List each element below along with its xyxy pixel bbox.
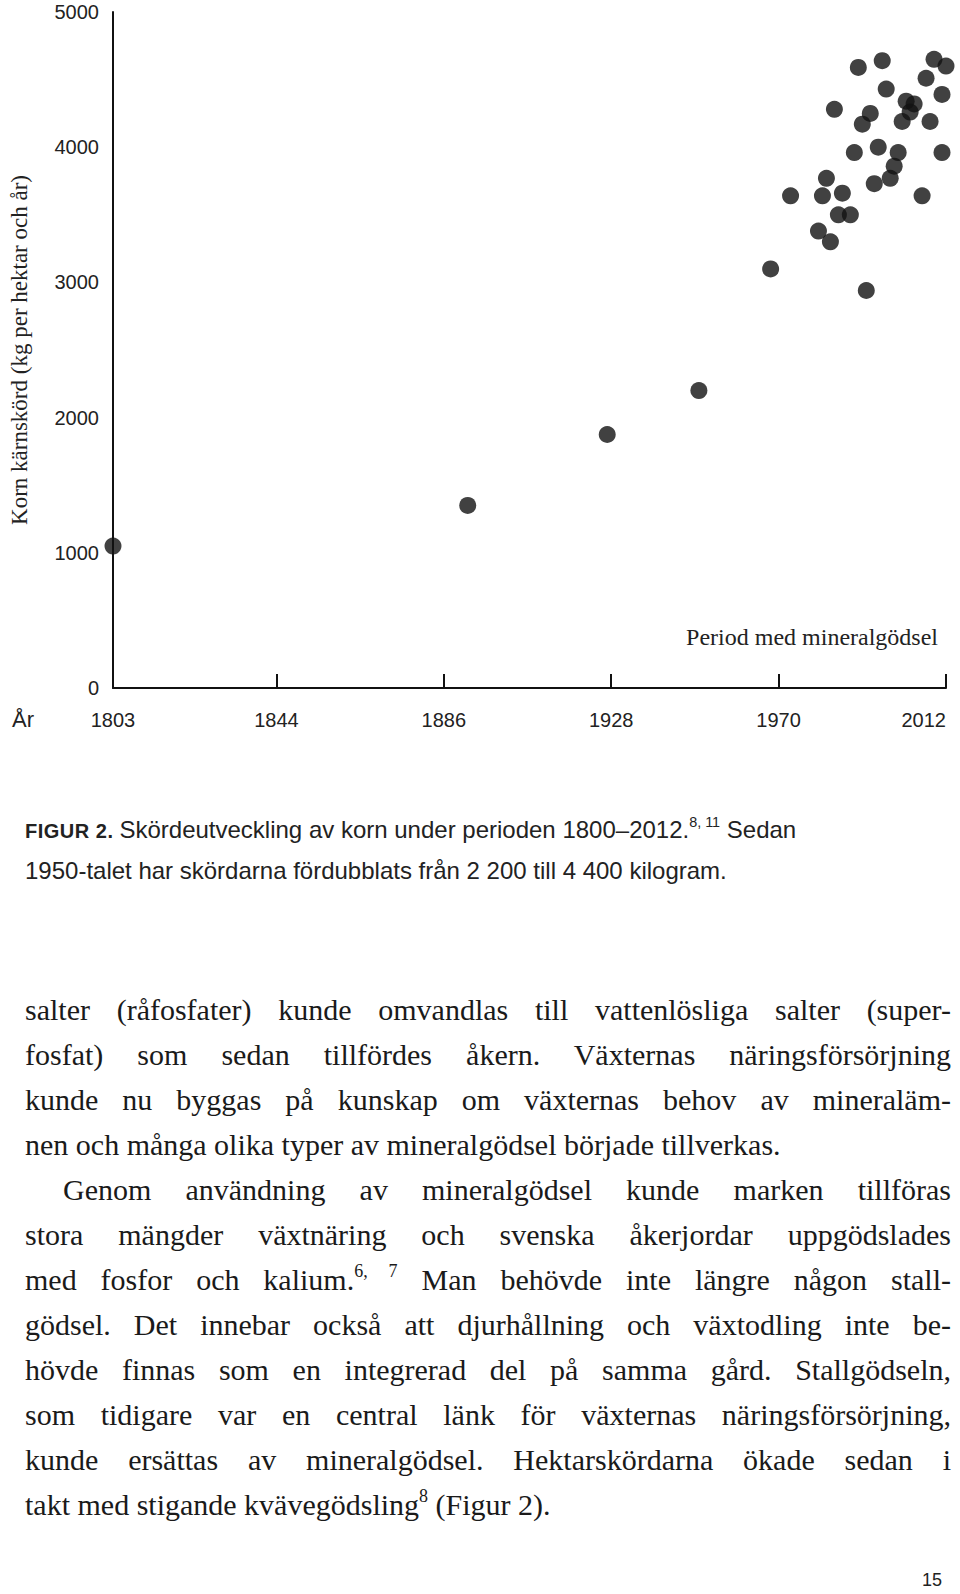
html-text:fosfat) som sedan tillfördes å: fosfat) som sedan tillfördes åkern. Växt…: [25, 1038, 951, 1071]
html-text:FIGUR 2. Skördeutveckling av k: FIGUR 2. Skördeutveckling av korn under …: [25, 814, 797, 843]
svg-text:År: År: [12, 707, 34, 732]
html-text:nen och många olika typer av m: nen och många olika typer av mineralgöds…: [25, 1128, 781, 1161]
html-text:gödsel. Det innebar också att: gödsel. Det innebar också att djurhållni…: [25, 1308, 951, 1341]
html-text:Genom användning av mineralgöd: Genom användning av mineralgödsel kunde …: [63, 1173, 951, 1206]
svg-text:3000: 3000: [55, 271, 100, 293]
html-text:som tidigare var en central lä: som tidigare var en central länk för väx…: [25, 1398, 951, 1431]
svg-text:Period med mineralgödsel: Period med mineralgödsel: [686, 624, 938, 650]
html-text:med fosfor och kalium.6, 7Man: med fosfor och kalium.6, 7Man behövde in…: [25, 1260, 951, 1296]
svg-text:Korn kärnskörd (kg per hektar: Korn kärnskörd (kg per hektar och år): [7, 175, 32, 525]
svg-text:0: 0: [88, 677, 99, 699]
svg-text:1803: 1803: [91, 709, 136, 731]
svg-text:2000: 2000: [55, 407, 100, 429]
svg-text:5000: 5000: [55, 1, 100, 23]
html-text:kunde nu byggas på kunskap om: kunde nu byggas på kunskap om växternas …: [25, 1083, 951, 1116]
html-text:kunde ersättas av mineralgödse: kunde ersättas av mineralgödsel. Hektars…: [25, 1443, 951, 1476]
svg-text:2012: 2012: [902, 709, 947, 731]
html-text:takt med stigande kvävegödslin: takt med stigande kvävegödsling8(Figur 2…: [25, 1485, 551, 1521]
html-text:1950-talet har skördarna fördu: 1950-talet har skördarna fördubblats frå…: [25, 857, 727, 884]
svg-text:1970: 1970: [756, 709, 801, 731]
svg-text:1928: 1928: [589, 709, 634, 731]
svg-text:1000: 1000: [55, 542, 100, 564]
svg-text:1844: 1844: [254, 709, 299, 731]
svg-text:4000: 4000: [55, 136, 100, 158]
html-text:salter (råfosfater) kunde omva: salter (råfosfater) kunde omvandlas till…: [25, 993, 951, 1026]
html-text:15: 15: [922, 1570, 942, 1590]
svg-text:1886: 1886: [422, 709, 467, 731]
html-text:hövde finnas som en integrerad: hövde finnas som en integrerad del på sa…: [25, 1353, 951, 1386]
html-text:stora mängder växtnäring och s: stora mängder växtnäring och svenska åke…: [25, 1218, 951, 1251]
